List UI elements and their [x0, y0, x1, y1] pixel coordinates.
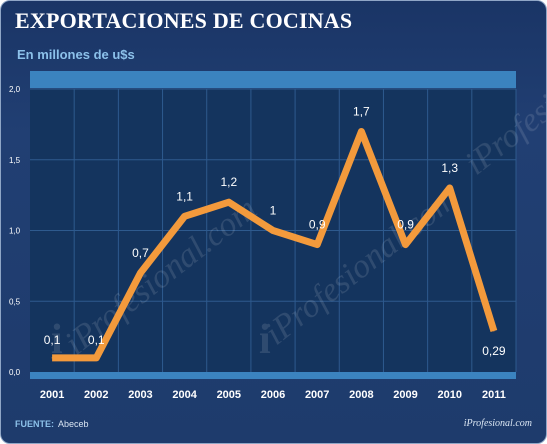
data-point [316, 244, 318, 246]
plot-top-band [30, 71, 516, 88]
chart-title: EXPORTACIONES DE COCINAS [15, 8, 353, 33]
data-point [449, 187, 451, 189]
data-label: 0,7 [132, 246, 149, 260]
data-label: 1,3 [441, 161, 458, 175]
data-label: 0,9 [397, 218, 414, 232]
series-group [51, 128, 498, 362]
data-point [51, 357, 53, 359]
data-point [272, 230, 274, 231]
y-tick-label: 2,0 [9, 85, 21, 94]
x-tick-label: 2004 [172, 389, 197, 401]
x-tick-label: 2008 [349, 389, 373, 401]
y-axis-ticks: 0,0 0,5 1,0 1,5 2,0 [9, 85, 21, 377]
data-point [228, 201, 230, 203]
data-point [405, 244, 407, 246]
iprofesional-logo-icon: i [51, 317, 63, 363]
data-label: 1 [270, 204, 277, 218]
data-label: 1,1 [176, 189, 193, 203]
y-tick-label: 0,5 [9, 297, 21, 306]
data-label: 1,7 [353, 104, 370, 118]
data-label: 0,1 [44, 333, 61, 347]
y-tick-label: 1,0 [9, 227, 21, 236]
data-point [360, 130, 362, 132]
x-tick-label: 2002 [84, 389, 108, 401]
x-tick-label: 2001 [40, 389, 64, 401]
data-label: 0,9 [309, 218, 326, 232]
data-point [493, 330, 495, 332]
credit-text: iProfesional.com [463, 418, 532, 429]
data-point [184, 215, 186, 217]
source-note: FUENTE: Abeceb [15, 419, 89, 429]
data-label: 1,2 [220, 175, 237, 189]
data-labels: 0,1 0,1 0,7 1,1 1,2 1 0,9 1,7 0,9 1,3 0,29 [44, 104, 506, 358]
x-axis-ticks: 2001 2002 2003 2004 2005 2006 2007 2008 2009 2010… [40, 389, 506, 401]
x-tick-label: 2009 [393, 389, 417, 401]
source-value: Abeceb [58, 419, 89, 429]
data-point [95, 357, 97, 359]
data-label: 0,1 [88, 333, 105, 347]
grid-lines [30, 88, 517, 372]
source-label: FUENTE: [15, 419, 54, 429]
chart-subtitle: En millones de u$s [17, 47, 135, 62]
x-tick-label: 2011 [482, 389, 506, 401]
x-tick-label: 2010 [437, 389, 461, 401]
iprofesional-logo-icon: i [259, 317, 271, 363]
x-axis-band [30, 372, 516, 379]
x-tick-label: 2005 [217, 389, 241, 401]
data-point [139, 272, 141, 274]
data-label: 0,29 [482, 344, 506, 358]
x-tick-label: 2007 [305, 389, 329, 401]
x-tick-label: 2003 [128, 389, 152, 401]
y-tick-label: 1,5 [9, 156, 21, 165]
x-tick-label: 2006 [261, 389, 285, 401]
y-tick-label: 0,0 [9, 368, 21, 377]
